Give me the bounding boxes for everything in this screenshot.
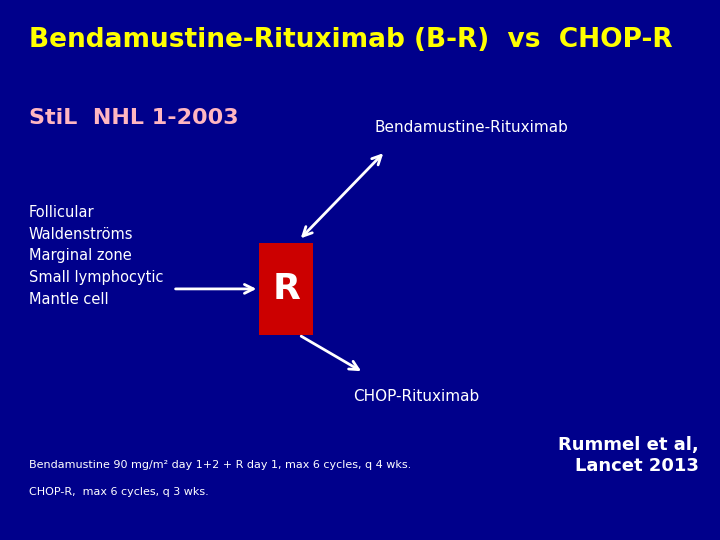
Text: Bendamustine-Rituximab: Bendamustine-Rituximab — [374, 120, 568, 135]
Text: StiL  NHL 1-2003: StiL NHL 1-2003 — [29, 108, 238, 128]
Text: Bendamustine 90 mg/m² day 1+2 + R day 1, max 6 cycles, q 4 wks.: Bendamustine 90 mg/m² day 1+2 + R day 1,… — [29, 460, 411, 470]
Text: R: R — [272, 272, 300, 306]
Text: Follicular
Waldenströms
Marginal zone
Small lymphocytic
Mantle cell: Follicular Waldenströms Marginal zone Sm… — [29, 205, 163, 307]
Text: CHOP-Rituximab: CHOP-Rituximab — [353, 389, 479, 404]
FancyBboxPatch shape — [259, 243, 313, 335]
Text: CHOP-R,  max 6 cycles, q 3 wks.: CHOP-R, max 6 cycles, q 3 wks. — [29, 487, 209, 497]
Text: Bendamustine-Rituximab (B-R)  vs  CHOP-R: Bendamustine-Rituximab (B-R) vs CHOP-R — [29, 27, 672, 53]
Text: Rummel et al,
Lancet 2013: Rummel et al, Lancet 2013 — [558, 436, 698, 475]
